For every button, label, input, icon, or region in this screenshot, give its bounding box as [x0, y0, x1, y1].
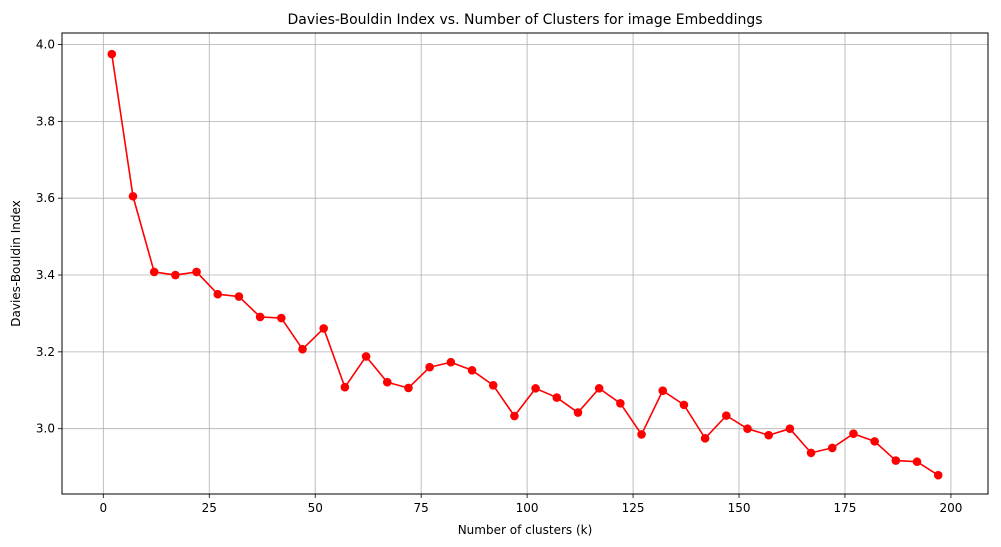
data-point — [277, 313, 286, 323]
x-tick-label: 150 — [728, 501, 751, 515]
data-point — [192, 267, 201, 277]
data-point — [234, 292, 244, 301]
data-point — [446, 357, 456, 367]
x-tick-label: 125 — [622, 501, 645, 515]
data-point — [107, 49, 117, 59]
data-point — [849, 429, 858, 438]
y-axis-label: Davies-Bouldin Index — [9, 200, 23, 327]
data-point — [785, 424, 795, 433]
grid — [62, 33, 988, 494]
data-point — [827, 443, 837, 453]
data-point — [594, 384, 604, 393]
y-axis-ticks: 3.0 3.2 3.4 3.6 3.8 4.0 — [36, 38, 62, 436]
data-point — [213, 289, 223, 299]
data-point — [806, 448, 816, 458]
x-tick-label: 50 — [308, 501, 323, 515]
y-tick-label: 4.0 — [36, 38, 55, 52]
data-point — [128, 191, 138, 201]
data-point — [361, 352, 371, 361]
x-axis-ticks: 0 25 50 75 100 125 150 175 200 — [100, 494, 962, 515]
data-point — [488, 380, 498, 390]
data-point — [171, 270, 180, 280]
data-point — [298, 344, 307, 354]
data-point — [658, 386, 668, 395]
data-point — [891, 456, 901, 465]
y-tick-label: 3.6 — [36, 191, 55, 205]
data-point — [340, 382, 350, 392]
data-point — [382, 377, 392, 387]
x-tick-label: 75 — [414, 501, 429, 515]
y-tick-label: 3.4 — [36, 268, 55, 282]
data-point — [573, 408, 583, 417]
series-line — [111, 54, 939, 476]
x-tick-label: 175 — [834, 501, 857, 515]
data-point — [467, 365, 477, 375]
x-tick-label: 100 — [516, 501, 539, 515]
x-tick-label: 25 — [202, 501, 217, 515]
data-point — [616, 399, 625, 408]
data-point — [637, 430, 646, 439]
y-tick-label: 3.2 — [36, 345, 55, 359]
plot-frame — [61, 32, 989, 495]
data-point — [764, 430, 773, 440]
data-point — [679, 400, 689, 410]
data-point — [149, 267, 159, 277]
data-point — [700, 433, 710, 443]
data-point — [510, 411, 519, 421]
data-point — [870, 437, 879, 446]
x-tick-label: 0 — [100, 501, 108, 515]
series-dbi — [107, 49, 943, 480]
y-tick-label: 3.0 — [36, 422, 55, 436]
data-point — [552, 393, 562, 402]
data-point — [912, 457, 922, 467]
chart-title: Davies-Bouldin Index vs. Number of Clust… — [287, 12, 762, 28]
data-point — [531, 384, 540, 393]
data-point — [404, 383, 413, 393]
x-tick-label: 200 — [939, 501, 962, 515]
y-tick-label: 3.8 — [36, 114, 55, 128]
data-point — [255, 312, 265, 322]
data-point — [319, 324, 328, 333]
data-point — [425, 362, 434, 372]
data-point — [743, 424, 752, 433]
x-axis-label: Number of clusters (k) — [458, 523, 593, 537]
data-point — [722, 411, 731, 420]
data-point — [933, 470, 943, 480]
